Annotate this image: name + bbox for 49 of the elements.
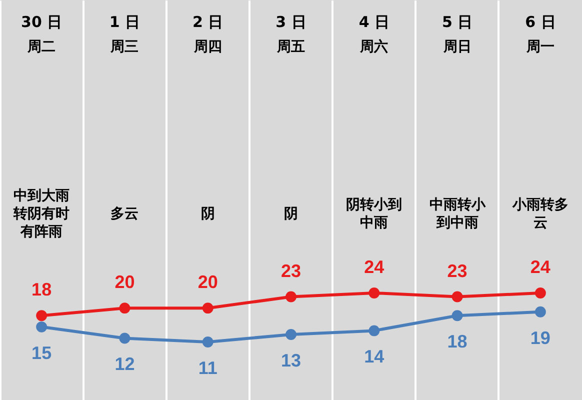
data-label: 18 [32, 280, 52, 300]
point [452, 291, 463, 302]
text: 中到大雨转阴有时有阵雨 [12, 188, 70, 240]
data-label: 24 [530, 257, 550, 277]
text: 周三 [110, 39, 139, 55]
x-tick-label: 1 日 [109, 13, 140, 31]
x-tick-label: 4 日 [358, 13, 390, 31]
text: 阴转小到中雨 [346, 197, 402, 231]
text: 多云 [110, 206, 139, 222]
point [202, 302, 214, 314]
point [36, 321, 48, 332]
x-tick-label: 6 日 [525, 13, 556, 31]
x-tick-label: 5 日 [442, 13, 473, 31]
text: 小雨转多云 [511, 197, 568, 231]
point [286, 291, 296, 302]
text: 阴 [200, 206, 215, 222]
text: 周五 [276, 39, 305, 55]
point [36, 310, 48, 322]
point [286, 328, 296, 340]
point [534, 306, 546, 318]
x-tick-label: 3 日 [276, 13, 306, 31]
text: 周一 [525, 39, 554, 55]
data-label: 23 [447, 260, 468, 281]
text: 周日 [442, 39, 472, 55]
point [452, 310, 463, 322]
point [368, 325, 380, 336]
point [368, 288, 380, 298]
data-label: 12 [114, 354, 135, 374]
text: 中雨转小到中雨 [429, 197, 486, 231]
data-label: 11 [198, 358, 218, 378]
text: 周二 [26, 39, 56, 55]
x-tick-label: 2 日 [192, 13, 224, 31]
data-label: 18 [447, 332, 468, 352]
point [119, 332, 130, 344]
x-tick-label: 30 日 [21, 13, 62, 31]
data-label: 20 [198, 272, 218, 292]
data-label: 19 [530, 328, 550, 348]
data-label: 15 [32, 342, 52, 363]
data-label: 13 [280, 350, 302, 370]
data-label: 20 [114, 272, 135, 292]
data-label: 14 [364, 346, 384, 367]
text: 阴 [284, 206, 298, 222]
point [534, 288, 546, 298]
point [119, 302, 130, 314]
data-label: 24 [364, 257, 384, 277]
text: 周六 [359, 38, 388, 55]
data-label: 23 [280, 260, 302, 281]
text: 周四 [192, 39, 222, 55]
point [202, 336, 214, 348]
